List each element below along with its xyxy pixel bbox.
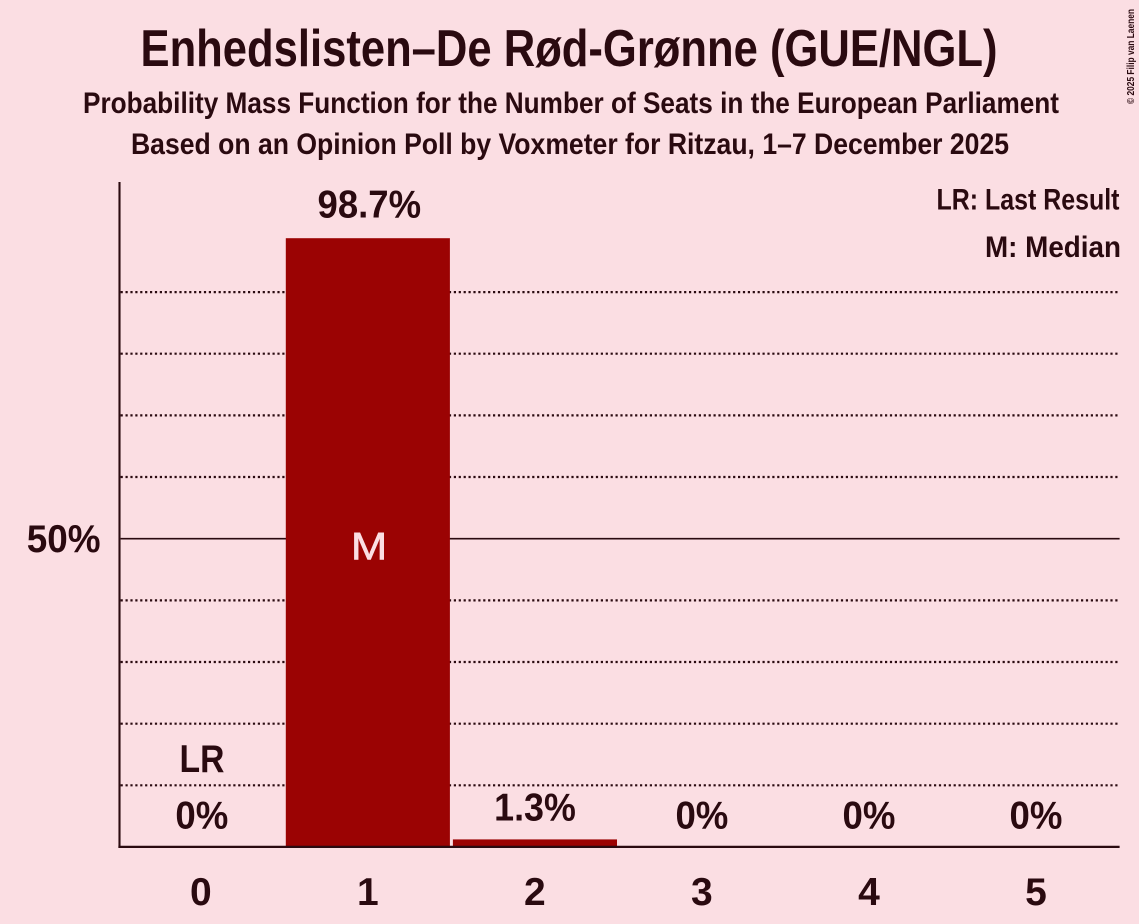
svg-text:1: 1	[357, 871, 379, 914]
svg-text:Enhedslisten–De Rød-Grønne (GU: Enhedslisten–De Rød-Grønne (GUE/NGL)	[141, 20, 998, 78]
svg-text:M: M	[351, 525, 387, 568]
svg-text:0%: 0%	[843, 794, 896, 837]
svg-text:1.3%: 1.3%	[494, 787, 576, 830]
svg-text:0: 0	[190, 871, 212, 914]
svg-text:LR: Last Result: LR: Last Result	[937, 184, 1120, 217]
svg-text:2: 2	[524, 871, 546, 914]
svg-text:M: Median: M: Median	[985, 231, 1121, 264]
svg-text:0%: 0%	[1010, 794, 1063, 837]
svg-text:© 2025 Filip van Laenen: © 2025 Filip van Laenen	[1125, 9, 1137, 104]
svg-text:4: 4	[858, 871, 880, 914]
svg-text:3: 3	[691, 871, 713, 914]
svg-text:0%: 0%	[675, 794, 728, 837]
svg-text:Probability Mass Function for: Probability Mass Function for the Number…	[83, 87, 1059, 120]
svg-text:0%: 0%	[175, 794, 228, 837]
svg-text:LR: LR	[180, 738, 225, 781]
svg-text:5: 5	[1025, 871, 1047, 914]
svg-text:Based on an Opinion Poll by Vo: Based on an Opinion Poll by Voxmeter for…	[131, 128, 1009, 161]
svg-text:98.7%: 98.7%	[318, 184, 422, 227]
svg-text:50%: 50%	[27, 518, 101, 561]
